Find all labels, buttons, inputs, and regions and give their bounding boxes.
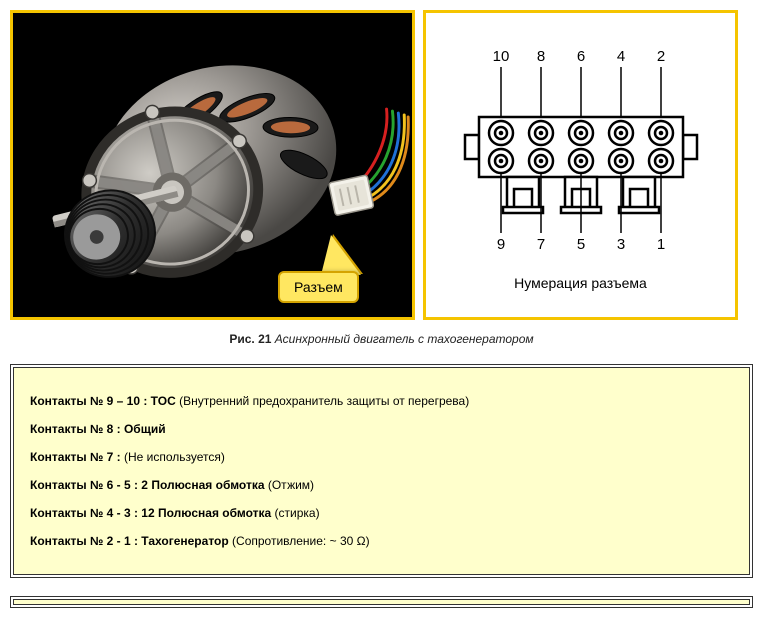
connector-caption: Нумерация разъема <box>514 275 647 291</box>
contact-label: Контакты № 4 - 3 : 12 Полюсная обмотка <box>30 506 271 520</box>
contact-line: Контакты № 7 : (Не используется) <box>30 448 733 466</box>
pin-number: 1 <box>656 236 664 253</box>
caption-text: Асинхронный двигатель с тахогенератором <box>275 332 534 346</box>
contact-line: Контакты № 4 - 3 : 12 Полюсная обмотка (… <box>30 504 733 522</box>
pin-number: 5 <box>576 236 584 253</box>
contact-label: Контакты № 7 : <box>30 450 121 464</box>
bottom-strip <box>10 596 753 608</box>
contact-line: Контакты № 8 : Общий <box>30 420 733 438</box>
contact-label: Контакты № 8 : Общий <box>30 422 166 436</box>
contact-label: Контакты № 6 - 5 : 2 Полюсная обмотка <box>30 478 265 492</box>
top-pin-numbers: 10 8 6 4 2 <box>492 48 665 120</box>
figure-row: Разъем 108642 97531 Нумера <box>10 10 753 320</box>
connector-diagram: 10 8 6 4 2 9 7 5 3 1 <box>451 39 711 269</box>
contact-desc: (стирка) <box>271 506 319 520</box>
contact-line: Контакты № 9 – 10 : TOC (Внутренний пред… <box>30 392 733 410</box>
contacts-box-outer: Контакты № 9 – 10 : TOC (Внутренний пред… <box>10 364 753 578</box>
pin-number: 9 <box>496 236 504 253</box>
connector-pinout-panel: 10 8 6 4 2 9 7 5 3 1 Нумерация разъема <box>423 10 738 320</box>
pin-number: 7 <box>536 236 544 253</box>
caption-prefix: Рис. 21 <box>229 332 271 346</box>
callout-label: Разъем <box>294 279 343 295</box>
contact-line: Контакты № 2 - 1 : Тахогенератор (Сопрот… <box>30 532 733 550</box>
connector-callout: Разъем <box>278 271 359 303</box>
contact-desc: (Не используется) <box>121 450 225 464</box>
motor-photo-panel: Разъем <box>10 10 415 320</box>
contact-line: Контакты № 6 - 5 : 2 Полюсная обмотка (О… <box>30 476 733 494</box>
contacts-box: Контакты № 9 – 10 : TOC (Внутренний пред… <box>13 367 750 575</box>
pin-number: 2 <box>656 48 664 65</box>
callout-tail <box>321 235 361 275</box>
pin-number: 10 <box>492 48 509 65</box>
figure-caption: Рис. 21 Асинхронный двигатель с тахогене… <box>10 332 753 346</box>
contact-desc: (Сопротивление: ~ 30 Ω) <box>229 534 370 548</box>
pin-number: 6 <box>576 48 584 65</box>
contact-label: Контакты № 9 – 10 : TOC <box>30 394 176 408</box>
pin-number: 8 <box>536 48 544 65</box>
contact-desc: (Отжим) <box>265 478 315 492</box>
pin-number: 4 <box>616 48 624 65</box>
contact-label: Контакты № 2 - 1 : Тахогенератор <box>30 534 229 548</box>
pin-number: 3 <box>616 236 624 253</box>
contact-desc: (Внутренний предохранитель защиты от пер… <box>176 394 469 408</box>
